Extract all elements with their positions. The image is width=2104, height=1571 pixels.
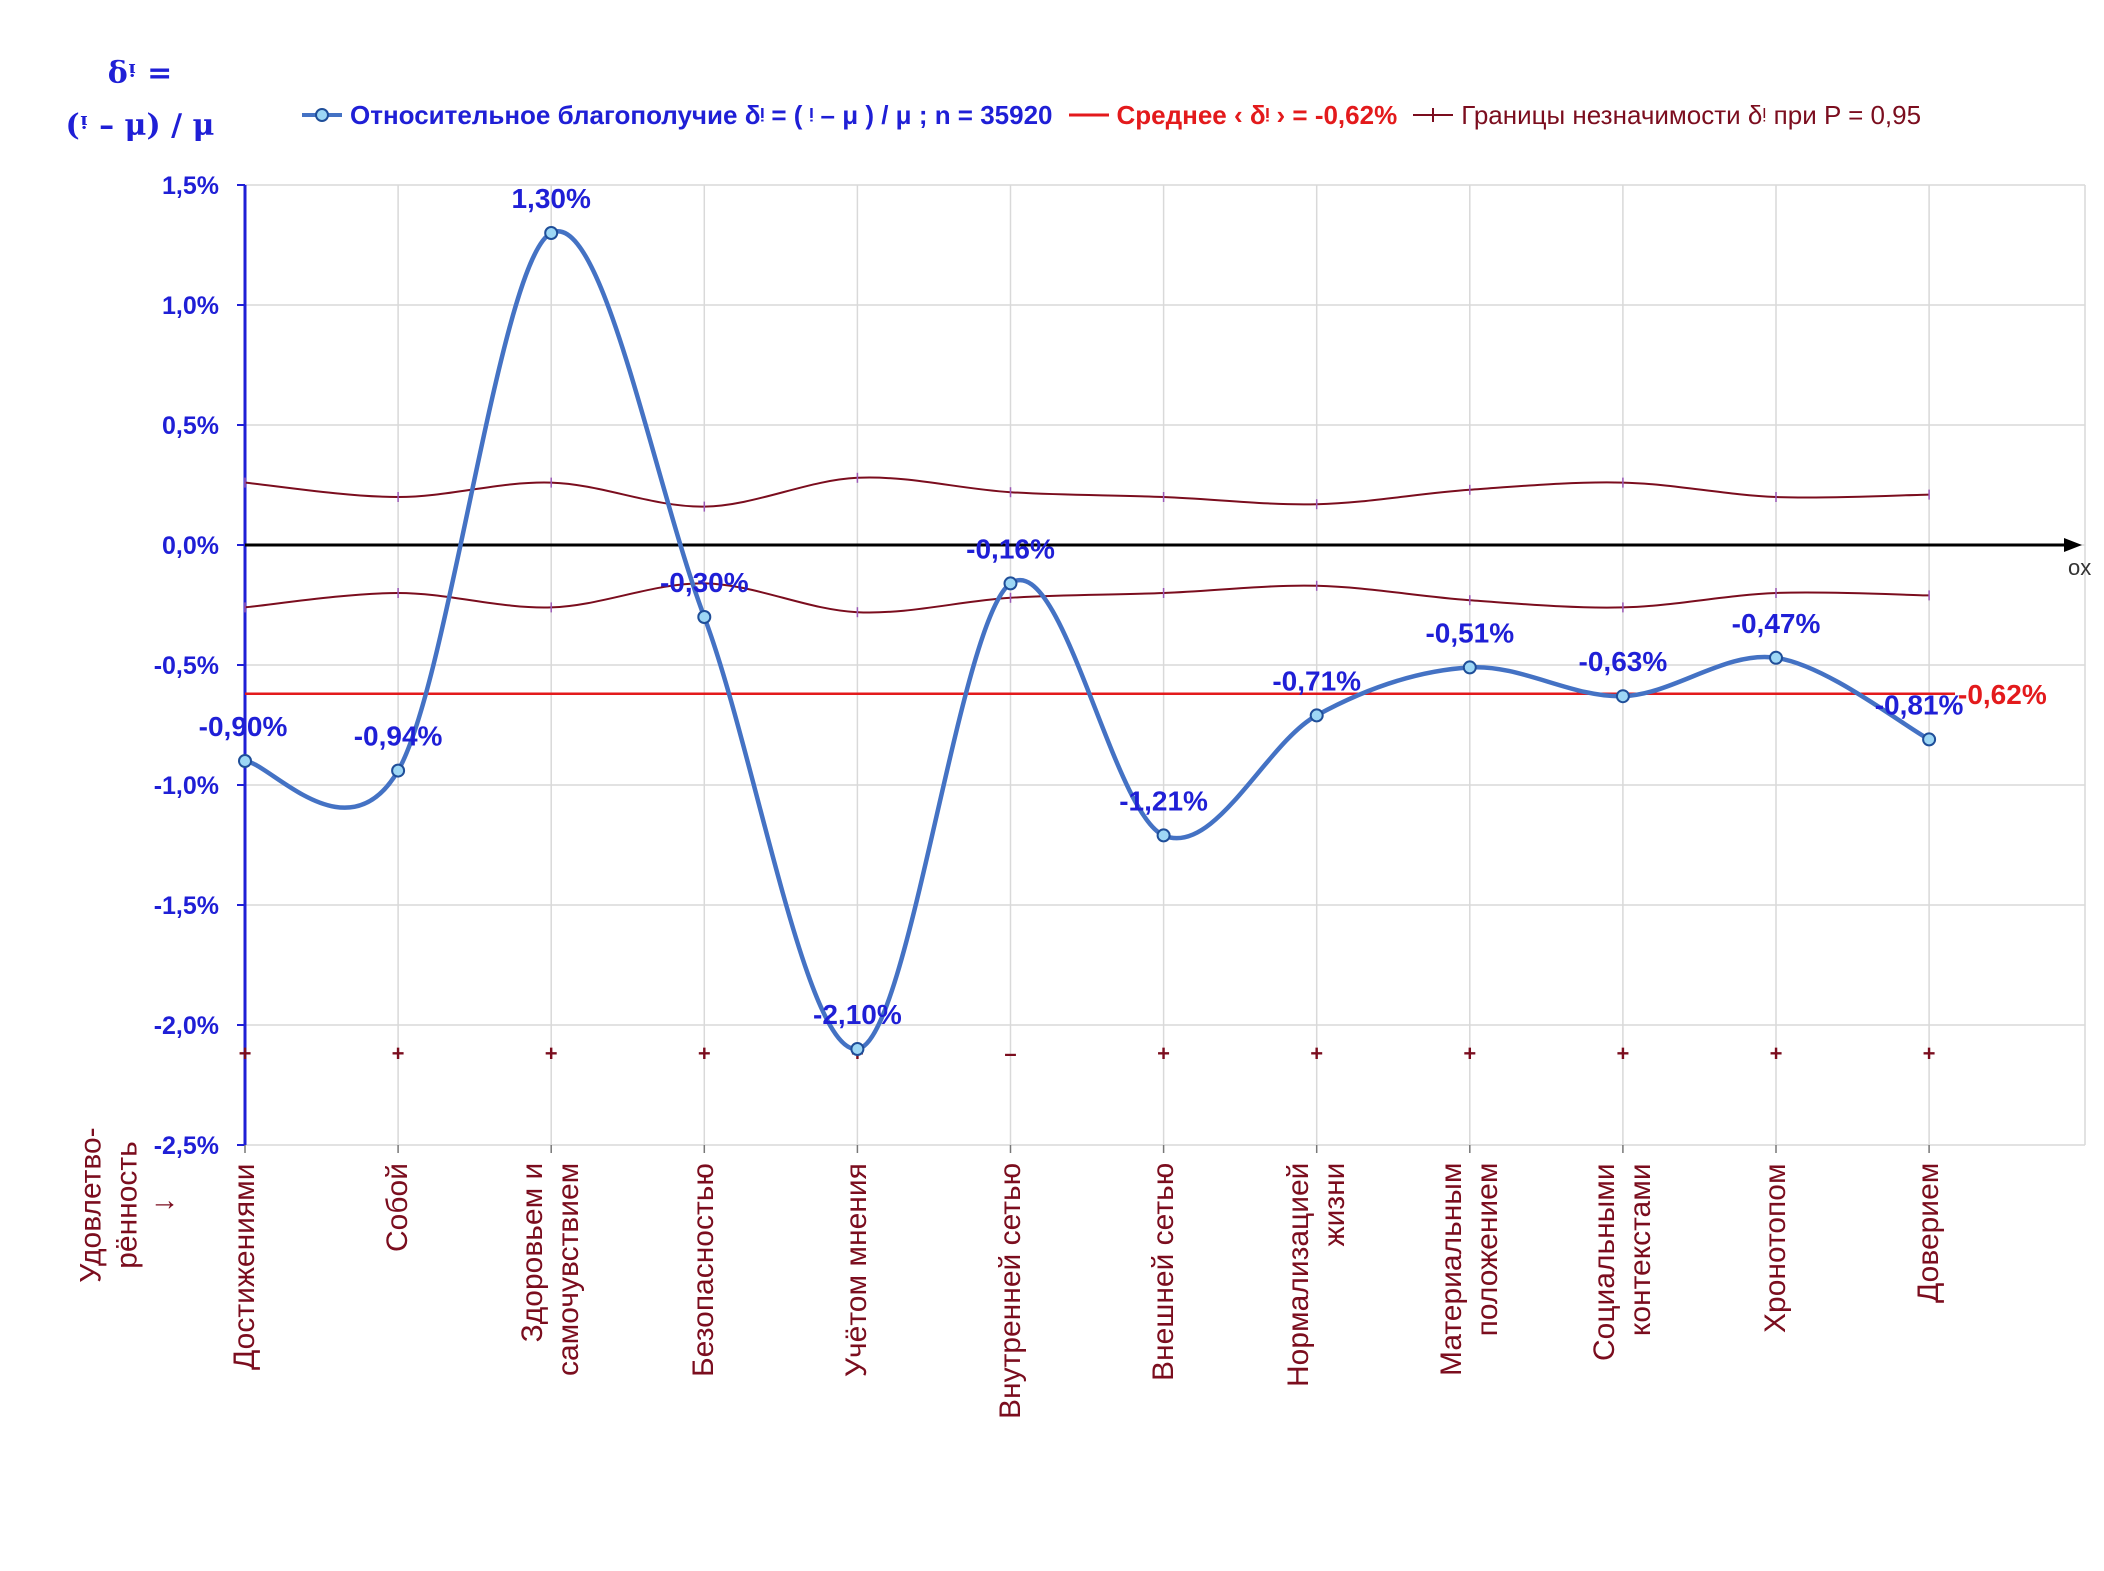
- y-tick-label: -1,5%: [154, 892, 219, 920]
- bounds-upper-line: [244, 476, 1930, 508]
- x-tick-label: Доверием: [1912, 1162, 1946, 1303]
- significance-mark: +: [1310, 1041, 1323, 1066]
- main-series-point: [544, 226, 559, 240]
- significance-mark: +: [392, 1041, 405, 1066]
- main-series-point: [1003, 576, 1018, 591]
- significance-mark: +: [1157, 1041, 1170, 1066]
- significance-mark: +: [545, 1041, 558, 1066]
- legend-swatch-main: [302, 108, 342, 122]
- x-tick-label: Материальным положением: [1434, 1162, 1504, 1376]
- legend-item-main: Относительное благополучие δᵎ = ( ᵎ – μ …: [300, 100, 1053, 131]
- significance-mark: +: [1770, 1041, 1783, 1066]
- data-label: 1,30%: [511, 183, 590, 214]
- x-tick-label: Достижениями: [228, 1163, 261, 1370]
- x-tick-label: Собой: [381, 1163, 415, 1252]
- data-label: -0,51%: [1425, 617, 1514, 648]
- significance-mark: +: [698, 1041, 711, 1066]
- significance-mark: +: [1923, 1041, 1936, 1066]
- main-series-point: [238, 754, 252, 768]
- x-tick-label: Нормализацией жизни: [1281, 1162, 1351, 1387]
- y-tick-label: 0,0%: [162, 532, 219, 560]
- y-tick-label: 0,5%: [162, 412, 219, 440]
- y-tick-label: -2,0%: [154, 1012, 219, 1040]
- significance-mark: +: [1616, 1041, 1629, 1066]
- x-tick-label: Хронотопом: [1759, 1163, 1792, 1333]
- data-label: -0,47%: [1732, 608, 1821, 639]
- main-series-point: [1156, 828, 1171, 843]
- y-axis-title-line2: (ᵎ – μ) / μ: [65, 108, 215, 143]
- main-series-point: [1615, 689, 1630, 704]
- significance-mark: +: [1463, 1041, 1476, 1066]
- main-series-point: [1309, 708, 1324, 723]
- x-axis-arrow: [2064, 538, 2082, 552]
- data-label: -2,10%: [813, 999, 902, 1030]
- data-label: -0,81%: [1875, 689, 1964, 720]
- y-tick-label: 1,0%: [162, 292, 219, 320]
- main-series-point: [1462, 660, 1477, 675]
- x-tick-label: Внутренней сетью: [993, 1162, 1027, 1419]
- main-series-point: [1922, 732, 1937, 747]
- y-tick-label: -2,5%: [154, 1132, 219, 1160]
- y-tick-label: -0,5%: [154, 652, 219, 680]
- significance-mark: –: [1004, 1041, 1016, 1066]
- data-label: -0,30%: [660, 567, 749, 598]
- main-series-point: [850, 1042, 865, 1056]
- x-tick-label: Учётом мнения: [840, 1163, 874, 1377]
- data-label: -1,21%: [1119, 785, 1208, 816]
- main-series-point: [1769, 650, 1783, 665]
- legend-swatch-mean: [1068, 113, 1109, 117]
- legend-label-bounds: Границы незначимости δᵎ при P = 0,95: [1461, 99, 1922, 130]
- legend-label-mean: Среднее ‹ δᵎ › = -0,62%: [1116, 99, 1398, 130]
- x-tick-label: Безопасностью: [687, 1163, 721, 1377]
- main-series-line: [244, 229, 1931, 1052]
- mean-line-label: -0,62%: [1958, 679, 2047, 710]
- x-tick-label: Внешней сетью: [1146, 1162, 1180, 1381]
- satisfaction-side-note: Удовлетво- рённость ↓: [74, 1127, 182, 1282]
- data-label: -0,94%: [354, 721, 443, 752]
- data-label: -0,71%: [1272, 665, 1361, 696]
- y-tick-label: -1,0%: [154, 772, 219, 800]
- y-tick-label: 1,5%: [162, 172, 219, 200]
- y-axis-title-line1: δᵎ =: [107, 56, 173, 91]
- main-series-point: [391, 763, 406, 778]
- x-tick-label: Здоровьем и самочувствием: [516, 1162, 586, 1376]
- data-label: -0,16%: [966, 533, 1055, 564]
- main-series-point: [697, 610, 712, 624]
- legend-item-mean: Среднее ‹ δᵎ › = -0,62%: [1067, 99, 1398, 131]
- ox-axis-label: ox: [2068, 555, 2092, 580]
- legend: Относительное благополучие δᵎ = ( ᵎ – μ …: [300, 95, 1935, 135]
- legend-label-main: Относительное благополучие δᵎ = ( ᵎ – μ …: [350, 99, 1053, 130]
- satisfaction-side-note-text: Удовлетво- рённость ↓: [74, 1127, 180, 1283]
- significance-mark: +: [239, 1041, 252, 1066]
- data-label: -0,63%: [1579, 646, 1668, 677]
- legend-swatch-bounds: [1413, 108, 1454, 122]
- x-tick-label: Социальными контекстами: [1587, 1163, 1657, 1361]
- y-axis-title: δᵎ = (ᵎ – μ) / μ: [40, 48, 240, 152]
- legend-item-bounds: Границы незначимости δᵎ при P = 0,95: [1411, 100, 1921, 131]
- bounds-lower-line: [244, 582, 1930, 614]
- data-label: -0,90%: [199, 711, 288, 742]
